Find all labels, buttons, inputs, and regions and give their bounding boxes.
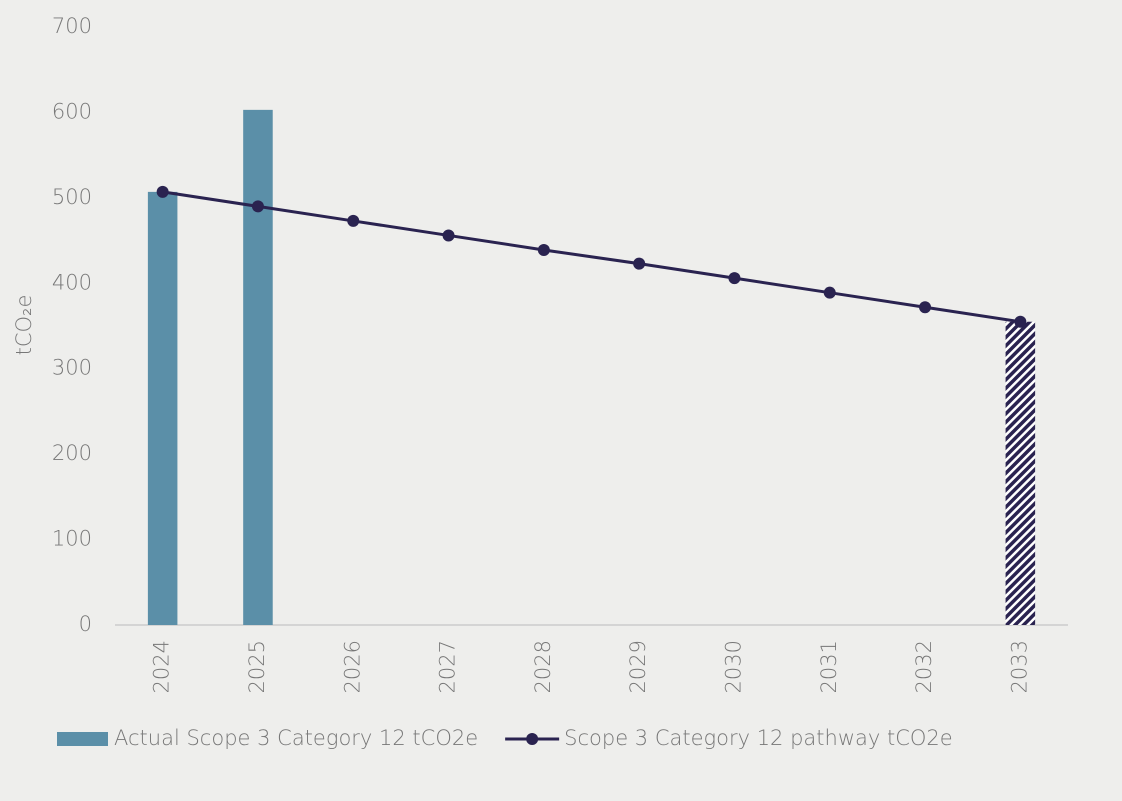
point [728, 272, 741, 285]
x-tick-label: 2030 [721, 640, 745, 693]
y-tick-label: 0 [79, 612, 92, 636]
point [156, 185, 169, 198]
legend-swatch [57, 732, 108, 746]
y-tick-label: 700 [52, 14, 92, 38]
y-tick-label: 100 [52, 527, 92, 551]
x-tick-label: 2033 [1007, 640, 1031, 693]
point [633, 257, 646, 270]
y-tick-label: 200 [52, 441, 92, 465]
legend-swatch [526, 733, 539, 745]
point [1014, 315, 1027, 328]
x-tick-label: 2024 [150, 640, 174, 693]
y-axis-label: tCO₂e [12, 295, 36, 356]
y-tick-label: 400 [52, 270, 92, 294]
legend-label: Scope 3 Category 12 pathway tCO2e [564, 726, 953, 750]
bar [1005, 321, 1036, 625]
point [537, 243, 550, 256]
bar [147, 191, 178, 625]
x-tick-label: 2026 [340, 640, 364, 693]
point [347, 214, 360, 227]
legend-label: Actual Scope 3 Category 12 tCO2e [114, 726, 478, 750]
x-tick-label: 2028 [531, 640, 555, 693]
x-tick-label: 2031 [817, 640, 841, 693]
x-tick-label: 2027 [436, 640, 460, 693]
point [442, 229, 455, 242]
x-tick-label: 2032 [912, 640, 936, 693]
x-tick-label: 2029 [626, 640, 650, 693]
y-tick-label: 300 [52, 356, 92, 380]
point [919, 301, 932, 314]
x-tick-label: 2025 [245, 640, 269, 693]
bar [243, 109, 273, 625]
point [823, 286, 836, 299]
line [162, 190, 1021, 324]
point [251, 200, 264, 213]
y-tick-label: 600 [52, 99, 92, 123]
y-tick-label: 500 [52, 185, 92, 209]
